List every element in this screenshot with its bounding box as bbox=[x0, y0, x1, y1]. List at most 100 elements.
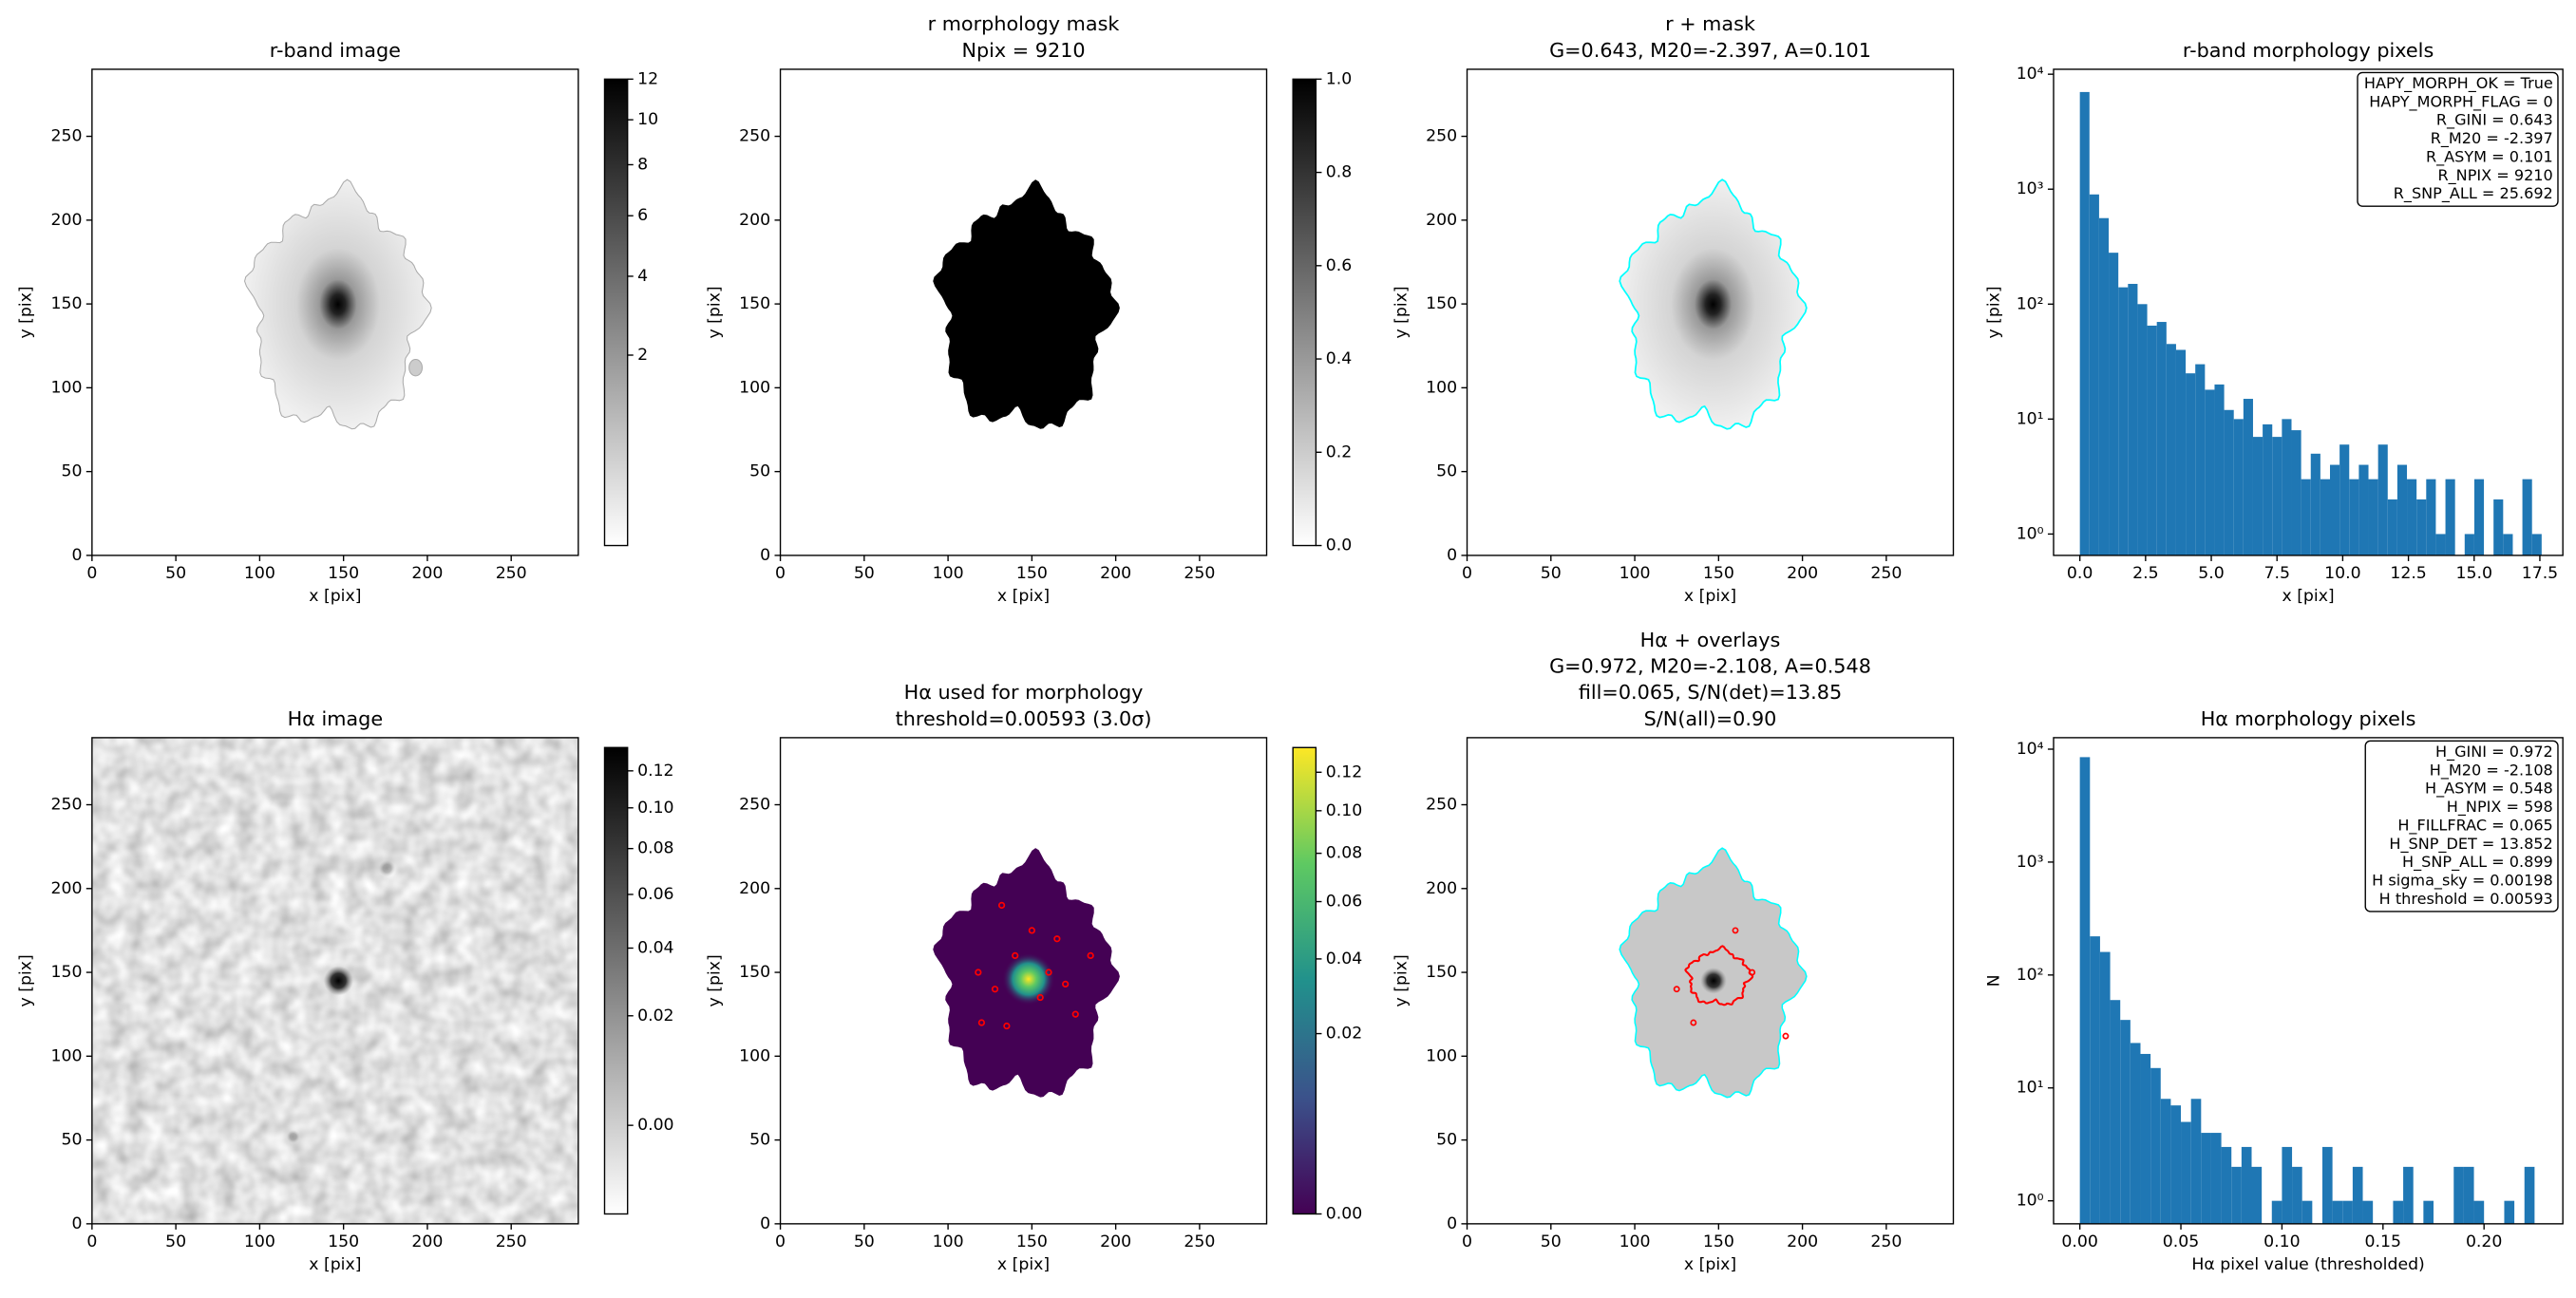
y-axis-label: y [pix] bbox=[705, 286, 724, 338]
hist-bar bbox=[2210, 1133, 2222, 1224]
galaxy-image bbox=[243, 179, 432, 430]
x-tick-label: 250 bbox=[1184, 1232, 1215, 1251]
y-axis-label: N bbox=[1985, 974, 2004, 987]
hist-bar bbox=[2393, 1200, 2404, 1224]
y-tick-label: 100 bbox=[1426, 378, 1457, 397]
x-axis-label: Hα pixel value (thresholded) bbox=[2191, 1255, 2424, 1274]
colorbar-tick-label: 0.10 bbox=[1326, 801, 1362, 820]
x-tick-label: 250 bbox=[1870, 564, 1902, 583]
x-tick-label: 150 bbox=[1703, 1232, 1734, 1251]
y-tick-label: 0 bbox=[1447, 546, 1457, 565]
y-tick-label: 0 bbox=[1447, 1214, 1457, 1233]
hist-bar bbox=[2349, 479, 2359, 555]
hist-bar bbox=[2473, 479, 2485, 555]
x-tick-label: 250 bbox=[1870, 1232, 1902, 1251]
y-axis-label: y [pix] bbox=[1392, 286, 1411, 338]
hist-bar bbox=[2140, 1053, 2151, 1224]
red-contour bbox=[1087, 951, 1094, 960]
y-tick-label: 200 bbox=[50, 879, 82, 898]
hist-bar bbox=[2190, 1099, 2202, 1224]
hist-bar bbox=[2493, 499, 2504, 555]
chart-title: Hα morphology pixels bbox=[2201, 707, 2416, 730]
hist-bar bbox=[2243, 399, 2253, 555]
x-tick-label: 200 bbox=[1787, 1232, 1818, 1251]
hist-bar bbox=[2416, 499, 2427, 555]
hist-bar bbox=[2252, 437, 2263, 555]
x-tick-label: 50 bbox=[1541, 1232, 1562, 1251]
x-tick-label: 0.0 bbox=[2067, 564, 2093, 583]
y-tick-label: 10² bbox=[2017, 966, 2044, 985]
chart-title: G=0.972, M20=-2.108, A=0.548 bbox=[1549, 655, 1871, 678]
y-tick-label: 10¹ bbox=[2017, 409, 2044, 428]
hist-bar bbox=[2170, 1105, 2182, 1224]
plot-area bbox=[1619, 179, 1808, 430]
hist-bar bbox=[2251, 1166, 2263, 1224]
stats-line: H_M20 = -2.108 bbox=[2430, 761, 2553, 780]
x-tick-label: 0 bbox=[86, 564, 97, 583]
y-tick-label: 50 bbox=[749, 462, 770, 481]
red-contour bbox=[991, 986, 999, 993]
y-tick-label: 200 bbox=[50, 211, 82, 230]
x-tick-label: 0 bbox=[775, 564, 786, 583]
stats-line: H_FILLFRAC = 0.065 bbox=[2397, 816, 2552, 835]
y-tick-label: 200 bbox=[1426, 211, 1457, 230]
colorbar-tick-label: 0.10 bbox=[637, 799, 673, 818]
hist-bar bbox=[2403, 1166, 2414, 1224]
x-axis-label: x [pix] bbox=[997, 587, 1050, 606]
axes-frame bbox=[2053, 737, 2564, 1225]
hist-bar bbox=[2362, 1200, 2374, 1224]
mask-contour bbox=[1619, 179, 1808, 430]
faint-source bbox=[286, 1130, 300, 1143]
chart-title: r + mask bbox=[1665, 12, 1755, 35]
axes-frame bbox=[1466, 68, 1955, 556]
faint-source bbox=[378, 859, 396, 877]
hist-bar bbox=[2342, 1200, 2353, 1224]
stats-line: H threshold = 0.00593 bbox=[2379, 890, 2553, 908]
hist-bar bbox=[2522, 479, 2532, 555]
y-tick-label: 10⁰ bbox=[2017, 524, 2044, 543]
hist-bar bbox=[2282, 1146, 2293, 1224]
y-tick-label: 0 bbox=[71, 546, 82, 565]
x-axis-label: x [pix] bbox=[1684, 587, 1736, 606]
x-tick-label: 0 bbox=[1462, 564, 1472, 583]
y-tick-label: 50 bbox=[749, 1131, 770, 1150]
axes-frame bbox=[779, 737, 1268, 1225]
stats-line: H_SNP_DET = 13.852 bbox=[2389, 835, 2552, 854]
panel: 0.0 0.2 0.4 0.6 0.8 1.0 0 50 100 150 200 250 0 50 100 1… bbox=[705, 12, 1352, 606]
x-tick-label: 100 bbox=[1619, 564, 1651, 583]
y-axis-label: y [pix] bbox=[1392, 954, 1411, 1006]
hist-bar bbox=[2099, 951, 2111, 1224]
hist-bar bbox=[2195, 364, 2206, 555]
y-tick-label: 10³ bbox=[2017, 179, 2044, 198]
mask-image bbox=[933, 179, 1120, 429]
colorbar-tick-label: 12 bbox=[637, 69, 658, 88]
y-tick-label: 200 bbox=[739, 879, 770, 898]
hist-bar bbox=[2321, 1146, 2333, 1224]
x-tick-label: 0.00 bbox=[2061, 1232, 2097, 1251]
plot-area bbox=[2079, 91, 2542, 555]
y-axis-label: y [pix] bbox=[17, 286, 36, 338]
x-tick-label: 0.10 bbox=[2263, 1232, 2300, 1251]
plot-area bbox=[933, 179, 1120, 429]
y-tick-label: 0 bbox=[760, 546, 770, 565]
hist-bar bbox=[2332, 1200, 2343, 1224]
hist-bar bbox=[2310, 453, 2320, 555]
y-tick-label: 100 bbox=[50, 378, 82, 397]
hist-bar bbox=[2201, 1133, 2211, 1224]
x-tick-label: 200 bbox=[1100, 1232, 1131, 1251]
x-tick-label: 15.0 bbox=[2456, 564, 2492, 583]
plot-area bbox=[243, 179, 432, 430]
hist-bar bbox=[2110, 1000, 2121, 1224]
hist-bar bbox=[2079, 91, 2090, 555]
x-tick-label: 0 bbox=[1462, 1232, 1472, 1251]
x-tick-label: 50 bbox=[1541, 564, 1562, 583]
x-tick-label: 100 bbox=[244, 1232, 275, 1251]
hist-bar bbox=[2214, 384, 2225, 555]
hist-bar bbox=[2292, 1166, 2302, 1224]
y-tick-label: 150 bbox=[50, 294, 82, 313]
y-axis-label: y [pix] bbox=[1985, 286, 2004, 338]
red-contour bbox=[1732, 927, 1739, 934]
